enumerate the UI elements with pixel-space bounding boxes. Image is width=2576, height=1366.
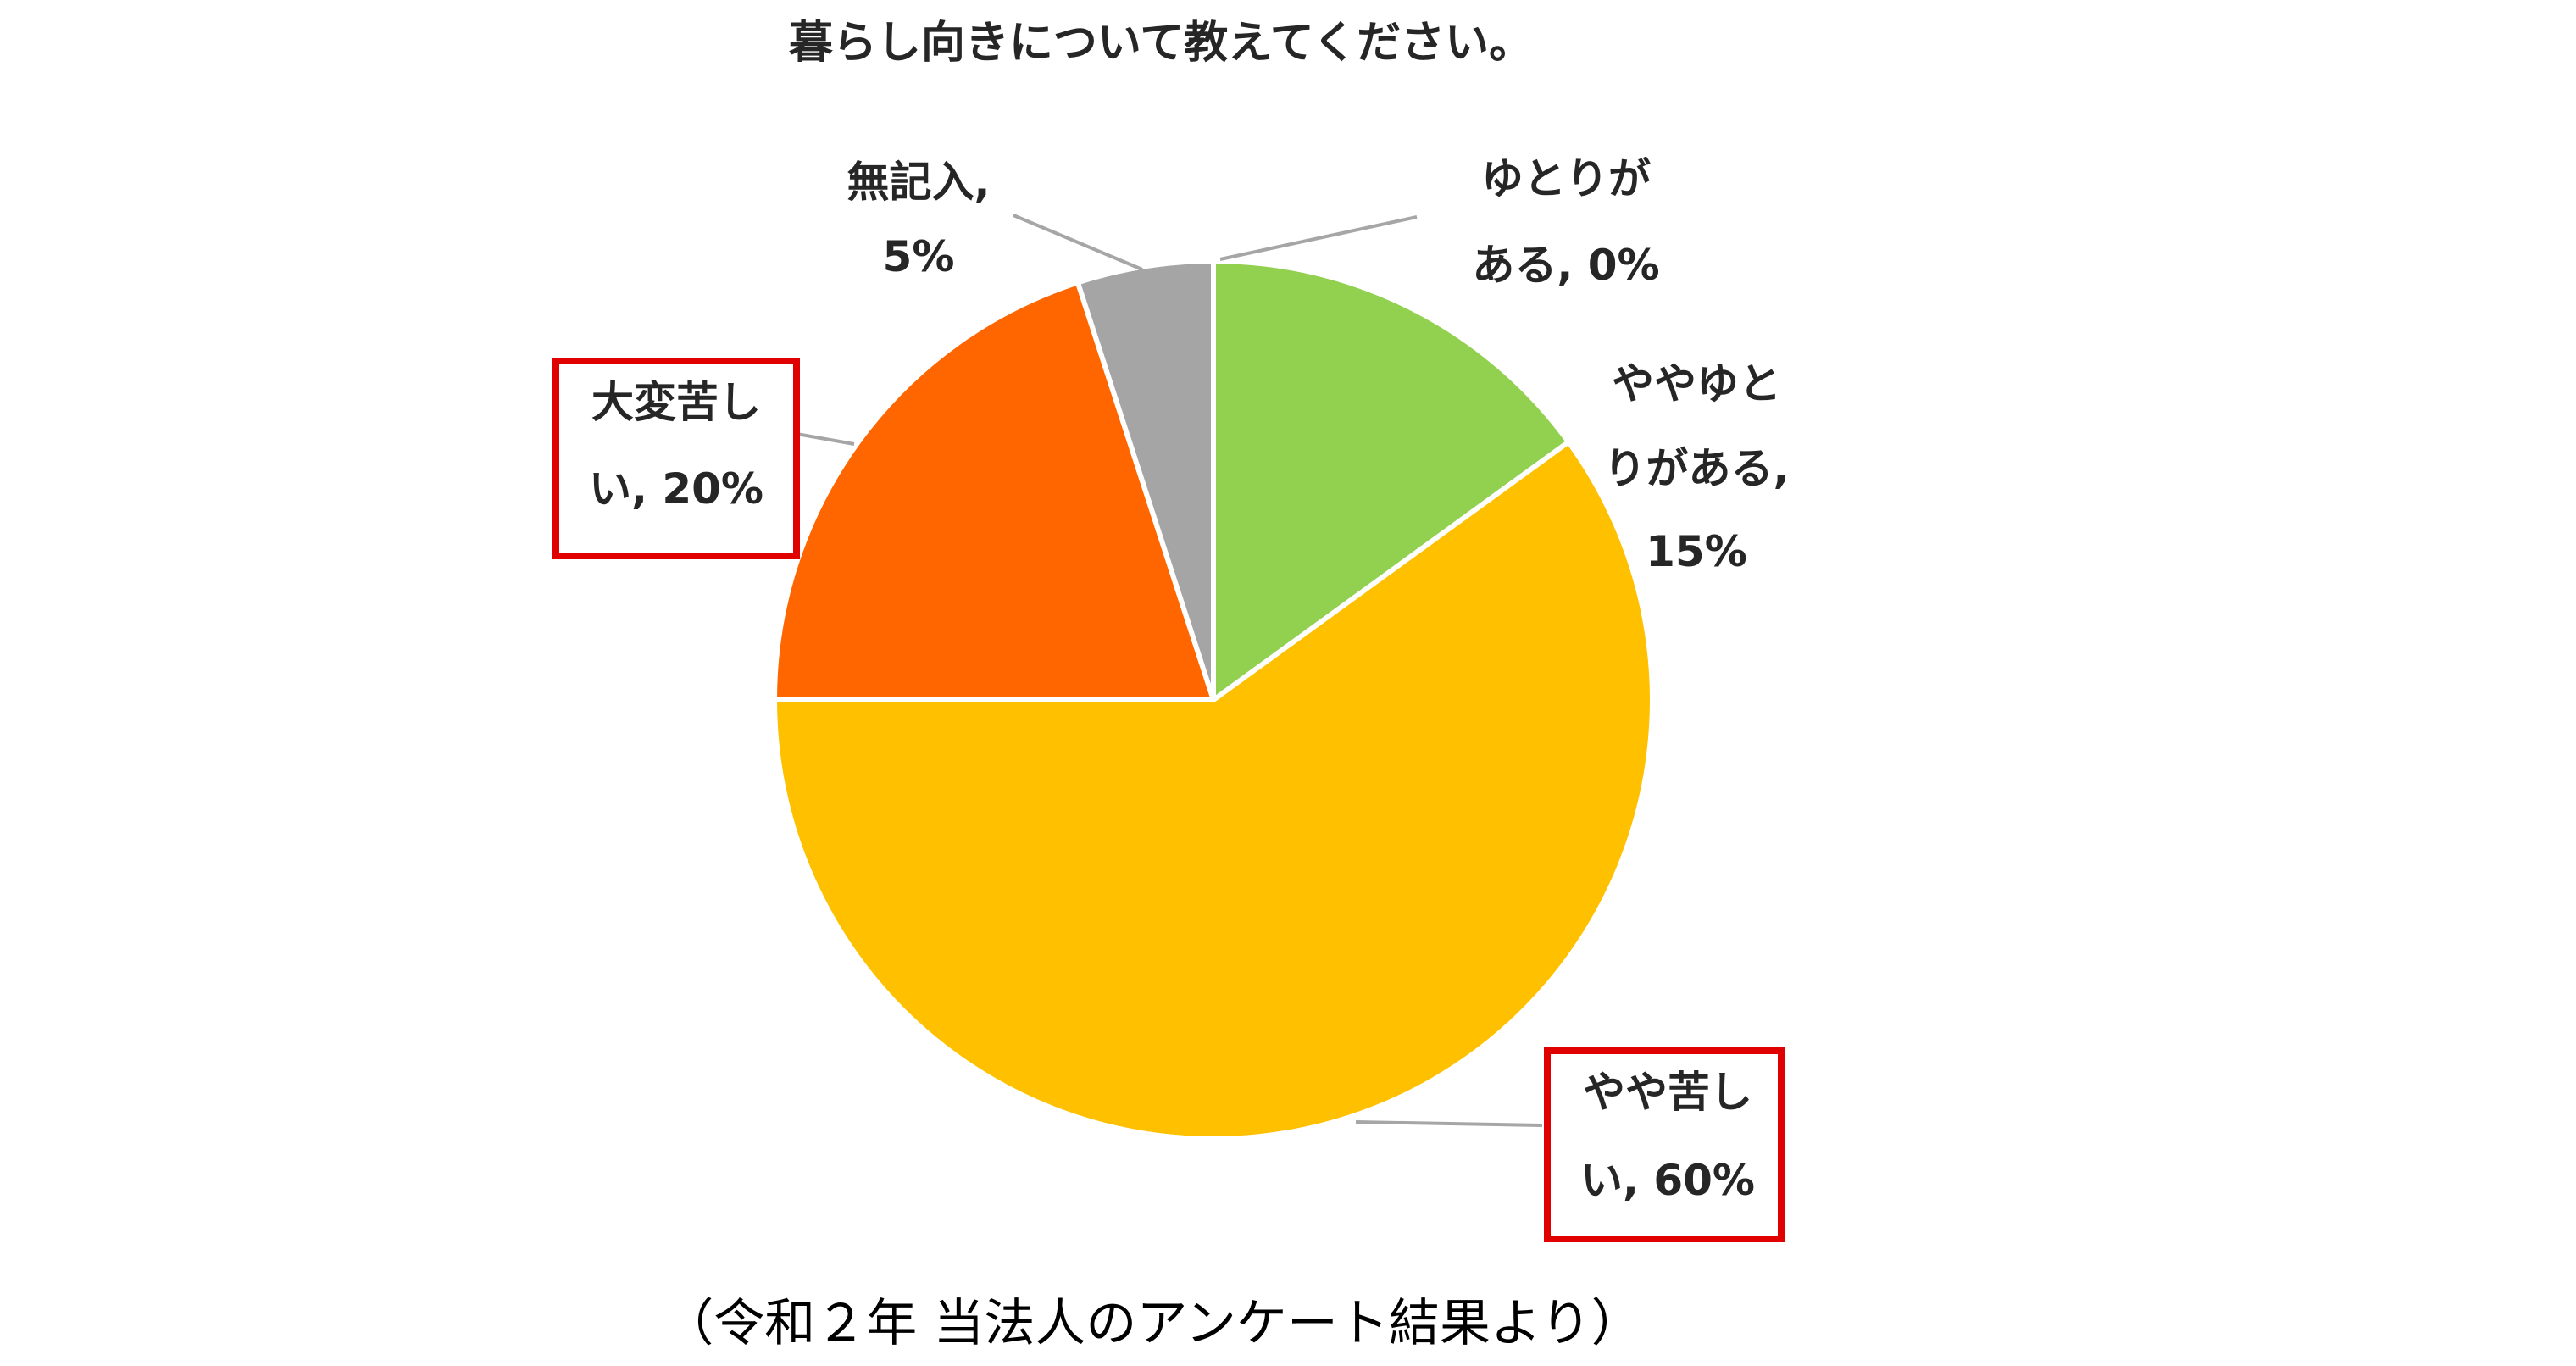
leader-line <box>1355 1120 1543 1127</box>
leader-line <box>796 432 855 446</box>
data-label: 無記入, <box>847 158 991 207</box>
pie-slice <box>1211 258 1572 702</box>
pie-slice <box>1074 258 1216 702</box>
chart-caption: （令和２年 当法人のアンケート結果より） <box>663 1294 1641 1353</box>
leader-line <box>1013 214 1143 271</box>
chart-title: 暮らし向きについて教えてください。 <box>789 18 1533 69</box>
data-label: ややゆと <box>1612 359 1781 408</box>
data-label: 15% <box>1646 527 1747 576</box>
leader-line <box>1219 215 1418 261</box>
data-label: りがある, <box>1604 444 1790 493</box>
highlight-box <box>1544 1047 1785 1242</box>
data-label: ゆとりが <box>1481 154 1651 203</box>
highlight-box <box>552 358 800 559</box>
pie-slice <box>772 280 1216 702</box>
pie-slice <box>772 439 1655 1141</box>
data-label: やや苦し <box>1583 1068 1752 1117</box>
data-label: い, 60% <box>1580 1156 1755 1205</box>
data-label: ある, 0% <box>1472 241 1659 290</box>
data-label: 大変苦し <box>591 378 761 427</box>
data-label: 5% <box>883 232 955 281</box>
data-label: い, 20% <box>589 464 763 514</box>
